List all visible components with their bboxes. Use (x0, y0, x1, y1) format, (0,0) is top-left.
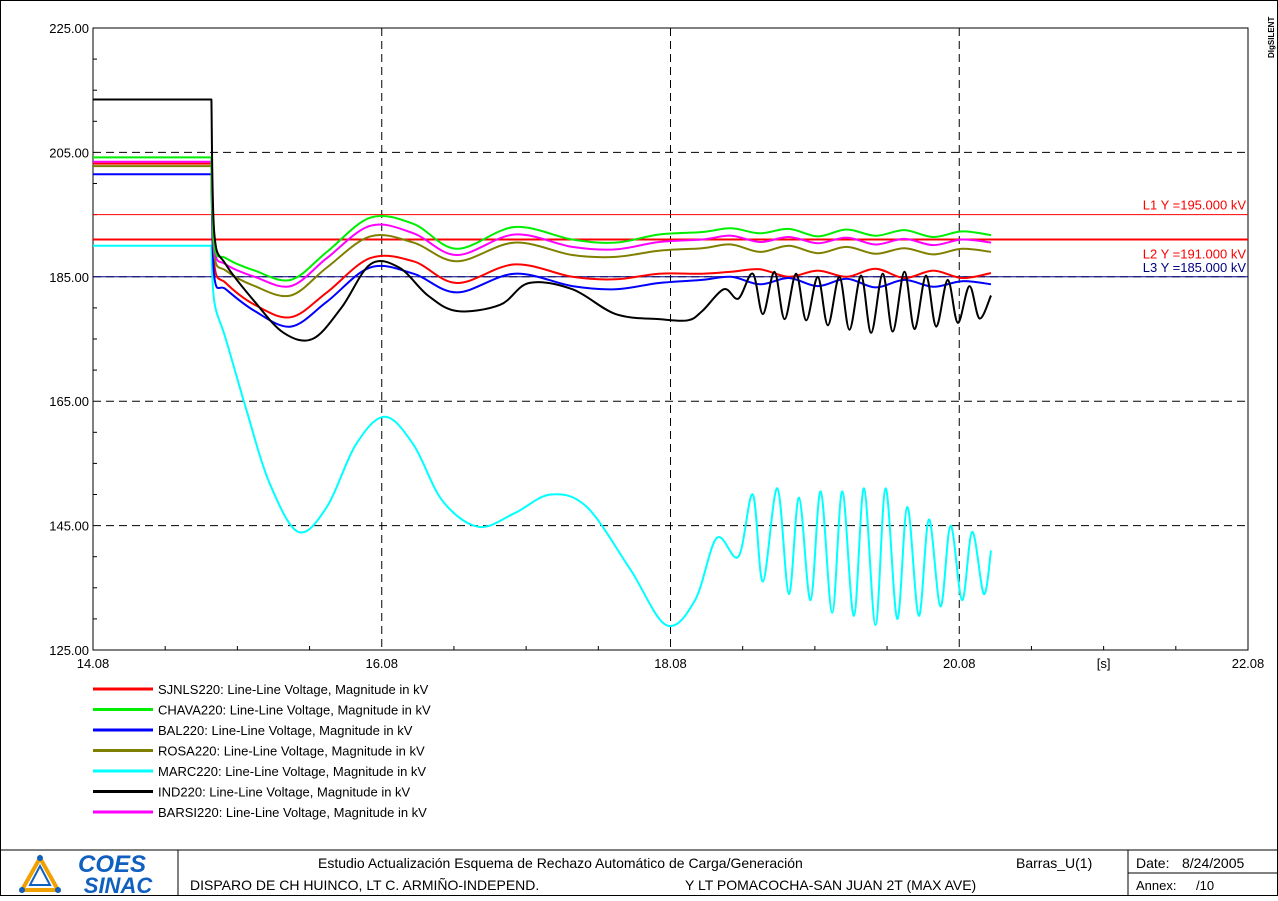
annex-value: /10 (1196, 878, 1215, 893)
y-tick-label: 125.00 (49, 643, 89, 658)
case-right: Y LT POMACOCHA-SAN JUAN 2T (MAX AVE) (685, 877, 977, 893)
reference-label: L3 Y =185.000 kV (1143, 260, 1247, 275)
legend-entry: IND220: Line-Line Voltage, Magnitude in … (158, 785, 411, 800)
digsilent-badge: DIgSILENT (1267, 17, 1276, 58)
x-tick-label: 16.08 (365, 656, 398, 671)
series-line (93, 156, 992, 282)
series-line (93, 162, 992, 319)
x-tick-label: 22.08 (1232, 656, 1265, 671)
legend-entry: ROSA220: Line-Line Voltage, Magnitude in… (158, 744, 425, 759)
annex-label: Annex: (1136, 878, 1177, 893)
legend: SJNLS220: Line-Line Voltage, Magnitude i… (93, 682, 431, 820)
y-tick-label: 165.00 (49, 394, 89, 409)
series-line (93, 165, 992, 298)
y-tick-label: 225.00 (49, 21, 89, 36)
logo-bottom-text: SINAC (84, 873, 154, 896)
date-label: Date: (1136, 855, 1170, 871)
series-line (93, 98, 992, 342)
y-tick-label: 145.00 (49, 519, 89, 534)
date-value: 8/24/2005 (1182, 855, 1245, 871)
legend-entry: MARC220: Line-Line Voltage, Magnitude in… (158, 764, 426, 779)
logo-top-text: COES (78, 851, 146, 878)
coes-logo-icon (18, 853, 62, 893)
page-id: Barras_U(1) (1016, 855, 1093, 871)
y-tick-label: 185.00 (49, 270, 89, 285)
y-tick-label: 205.00 (49, 145, 89, 160)
case-left: DISPARO DE CH HUINCO, LT C. ARMIÑO-INDEP… (190, 877, 540, 893)
reference-label: L2 Y =191.000 kV (1143, 246, 1247, 261)
x-tick-label: 20.08 (943, 656, 976, 671)
legend-entry: BAL220: Line-Line Voltage, Magnitude in … (158, 723, 413, 738)
plot-area: 14.08 16.08 18.08 20.08 22.08 125.00 145.00 165… (49, 21, 1264, 671)
series-line (93, 244, 992, 628)
x-tick-label: 14.08 (77, 656, 110, 671)
legend-entry: CHAVA220: Line-Line Voltage, Magnitude i… (158, 703, 431, 718)
reference-label: L1 Y =195.000 kV (1143, 198, 1247, 213)
series-line (93, 160, 992, 288)
x-unit-label: [s] (1097, 656, 1111, 671)
legend-entry: SJNLS220: Line-Line Voltage, Magnitude i… (158, 682, 429, 697)
study-title: Estudio Actualización Esquema de Rechazo… (318, 855, 803, 871)
x-tick-label: 18.08 (654, 656, 687, 671)
legend-entry: BARSI220: Line-Line Voltage, Magnitude i… (158, 805, 427, 820)
